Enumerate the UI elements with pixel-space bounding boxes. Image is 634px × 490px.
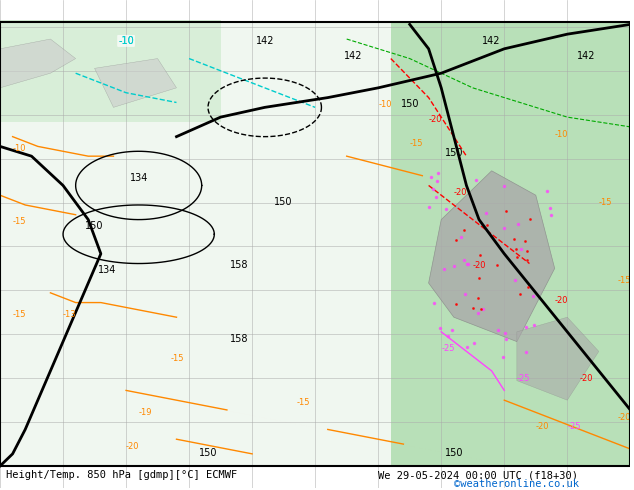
Text: -25: -25 <box>517 374 531 383</box>
Text: 134: 134 <box>98 265 117 275</box>
Text: 158: 158 <box>230 260 249 270</box>
Polygon shape <box>94 59 176 107</box>
Text: 150: 150 <box>444 448 463 458</box>
Polygon shape <box>517 317 598 400</box>
FancyBboxPatch shape <box>391 22 630 466</box>
Text: 150: 150 <box>86 221 104 231</box>
Text: -15: -15 <box>296 398 310 407</box>
Text: -15: -15 <box>13 310 26 319</box>
Text: -10: -10 <box>118 36 134 46</box>
Text: -20: -20 <box>126 442 139 451</box>
Text: 142: 142 <box>256 36 274 46</box>
Text: -19: -19 <box>139 408 152 417</box>
Text: 150: 150 <box>198 448 217 458</box>
Text: -15: -15 <box>618 276 631 285</box>
Text: 142: 142 <box>482 36 501 46</box>
Text: -20: -20 <box>454 188 467 197</box>
Text: -15: -15 <box>410 140 424 148</box>
Text: 158: 158 <box>230 334 249 343</box>
Text: -10: -10 <box>378 100 392 109</box>
Text: -20: -20 <box>618 413 631 422</box>
Text: -20: -20 <box>429 115 442 124</box>
Text: -10: -10 <box>118 36 134 46</box>
Text: 150: 150 <box>275 197 293 207</box>
Text: We 29-05-2024 00:00 UTC (f18+30): We 29-05-2024 00:00 UTC (f18+30) <box>378 470 578 480</box>
Text: -10: -10 <box>12 144 25 153</box>
Text: -25: -25 <box>441 344 455 353</box>
Text: 150: 150 <box>401 99 419 109</box>
Text: -20: -20 <box>473 261 486 270</box>
Text: -10: -10 <box>555 130 568 139</box>
Text: Height/Temp. 850 hPa [gdmp][°C] ECMWF: Height/Temp. 850 hPa [gdmp][°C] ECMWF <box>6 470 238 480</box>
Text: 134: 134 <box>129 172 148 183</box>
FancyBboxPatch shape <box>0 22 630 466</box>
Text: 142: 142 <box>344 50 362 61</box>
Polygon shape <box>429 171 555 342</box>
Text: -15: -15 <box>13 218 26 226</box>
Text: -13: -13 <box>63 310 77 319</box>
Text: ©weatheronline.co.uk: ©weatheronline.co.uk <box>454 479 579 489</box>
Polygon shape <box>0 39 75 88</box>
Text: 150: 150 <box>444 148 463 158</box>
Text: -20: -20 <box>580 374 593 383</box>
Text: -15: -15 <box>170 354 184 363</box>
Text: -20: -20 <box>555 295 568 305</box>
Text: -15: -15 <box>598 198 612 207</box>
Text: -20: -20 <box>536 422 549 432</box>
FancyBboxPatch shape <box>0 20 221 122</box>
FancyBboxPatch shape <box>0 22 391 466</box>
Text: -25: -25 <box>567 422 581 432</box>
Text: 142: 142 <box>577 50 595 61</box>
